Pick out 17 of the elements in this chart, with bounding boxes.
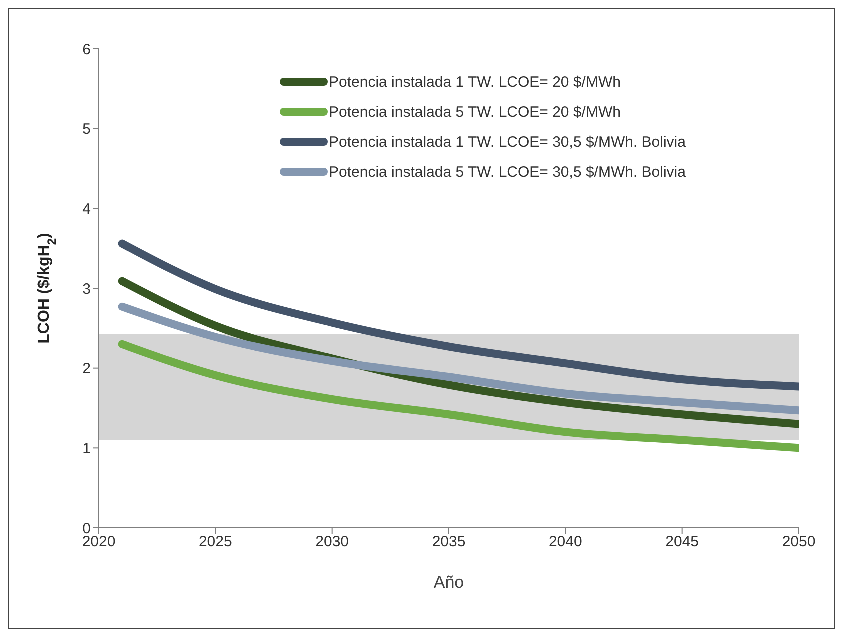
x-tick-label: 2025 (198, 534, 232, 551)
legend-label: Potencia instalada 5 TW. LCOE= 20 $/MWh (329, 104, 621, 120)
legend-label: Potencia instalada 1 TW. LCOE= 30,5 $/MWh. Bolivia (329, 134, 686, 150)
y-tick-label: 2 (82, 360, 91, 378)
y-tick-label: 3 (82, 280, 91, 298)
legend-label: Potencia instalada 5 TW. LCOE= 30,5 $/MWh. Bolivia (329, 164, 686, 180)
x-axis-title: Año (434, 573, 464, 592)
legend-label: Potencia instalada 1 TW. LCOE= 20 $/MWh (329, 74, 621, 90)
y-tick-label: 5 (82, 121, 91, 138)
y-tick-label: 4 (82, 200, 91, 218)
x-tick-label: 2045 (666, 534, 700, 551)
x-tick-label: 2030 (316, 534, 350, 551)
x-tick-label: 2050 (782, 534, 816, 551)
y-tick-label: 6 (82, 41, 91, 58)
x-tick-label: 2040 (548, 534, 582, 551)
y-tick-label: 1 (82, 440, 91, 458)
x-tick-label: 2035 (432, 534, 466, 551)
